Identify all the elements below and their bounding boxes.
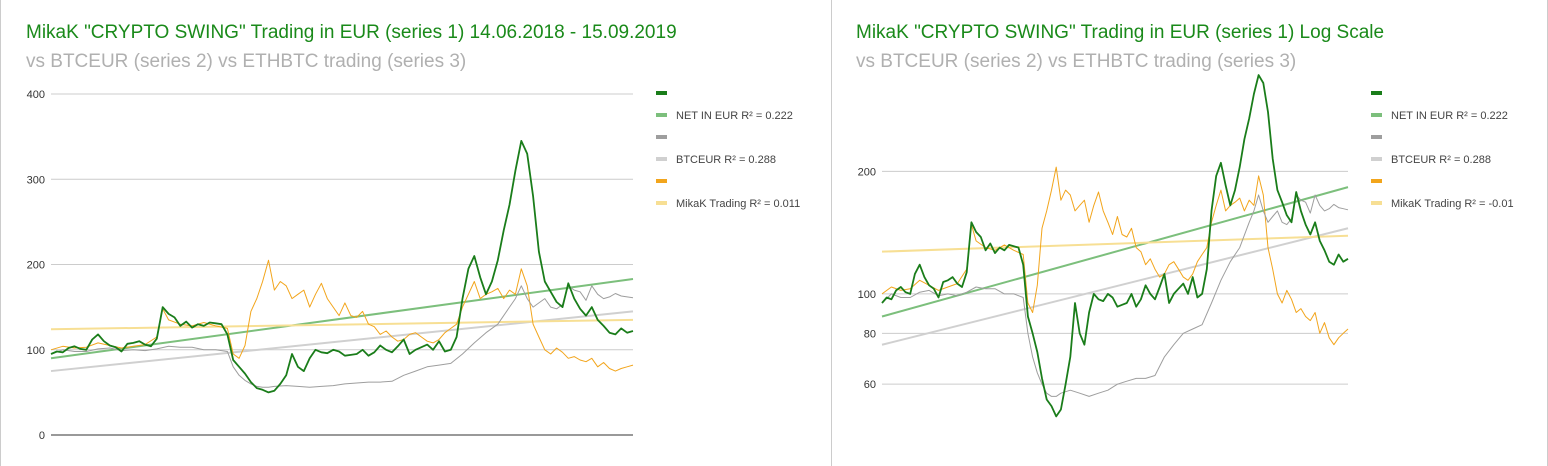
line-chart-log: 60 80 100 200 NET IN EUR R² = 0.222 BTCEUR R²… <box>858 74 1514 418</box>
y-tick-label-100: 100 <box>27 345 45 357</box>
chart-panel-log: MikaK "CRYPTO SWING" Trading in EUR (ser… <box>832 0 1548 466</box>
legend-label-btc_trend: BTCEUR R² = 0.288 <box>676 154 776 166</box>
net-trendline <box>881 186 1349 318</box>
btc-series-line <box>50 285 634 388</box>
chart-title: MikaK "CRYPTO SWING" Trading in EUR (ser… <box>26 22 677 43</box>
btc-trendline <box>881 227 1349 346</box>
y-tick-label-60: 60 <box>864 379 876 391</box>
legend-swatch-btc_trend <box>656 157 667 161</box>
legend-swatch-btc_trend <box>1371 157 1382 161</box>
y-tick-label-80: 80 <box>864 328 876 340</box>
legend-swatch-mikak_trend <box>656 201 667 205</box>
legend-label-net_trend: NET IN EUR R² = 0.222 <box>676 110 793 122</box>
legend-swatch-mikak_trend <box>1371 201 1382 205</box>
chart-subtitle: vs BTCEUR (series 2) vs ETHBTC trading (… <box>26 51 467 72</box>
legend-label-btc_trend: BTCEUR R² = 0.288 <box>1391 154 1491 166</box>
chart-subtitle: vs BTCEUR (series 2) vs ETHBTC trading (… <box>856 51 1297 72</box>
y-tick-label-300: 300 <box>27 174 45 186</box>
legend-swatch-mikak <box>1371 179 1382 183</box>
legend-label-mikak_trend: MikaK Trading R² = -0.01 <box>1391 198 1514 210</box>
chart-panel-linear: MikaK "CRYPTO SWING" Trading in EUR (ser… <box>0 0 832 466</box>
line-chart-linear: 0 100 200 300 400 NET IN EUR R² = 0.222 BTCEUR… <box>27 89 801 442</box>
legend-swatch-btc <box>656 135 667 139</box>
legend-label-net_trend: NET IN EUR R² = 0.222 <box>1391 110 1508 122</box>
y-tick-label-400: 400 <box>27 89 45 101</box>
legend-swatch-net_trend <box>656 113 667 117</box>
y-tick-label-100: 100 <box>858 289 876 301</box>
legend-swatch-btc <box>1371 135 1382 139</box>
legend-swatch-net <box>656 91 667 95</box>
legend-swatch-mikak <box>656 179 667 183</box>
net-series-line <box>881 74 1349 418</box>
chart-title: MikaK "CRYPTO SWING" Trading in EUR (ser… <box>856 22 1385 43</box>
net-trendline <box>50 278 634 360</box>
legend-swatch-net <box>1371 91 1382 95</box>
mikak-trendline <box>881 234 1349 253</box>
legend-label-mikak_trend: MikaK Trading R² = 0.011 <box>676 198 800 210</box>
legend-swatch-net_trend <box>1371 113 1382 117</box>
y-tick-label-200: 200 <box>27 260 45 272</box>
net-series-line <box>50 139 634 394</box>
mikak-series-line <box>881 166 1349 346</box>
y-tick-label-200: 200 <box>858 166 876 178</box>
mikak-series-line <box>50 259 634 372</box>
mikak-trendline <box>50 318 634 331</box>
y-tick-label-0: 0 <box>39 430 45 442</box>
